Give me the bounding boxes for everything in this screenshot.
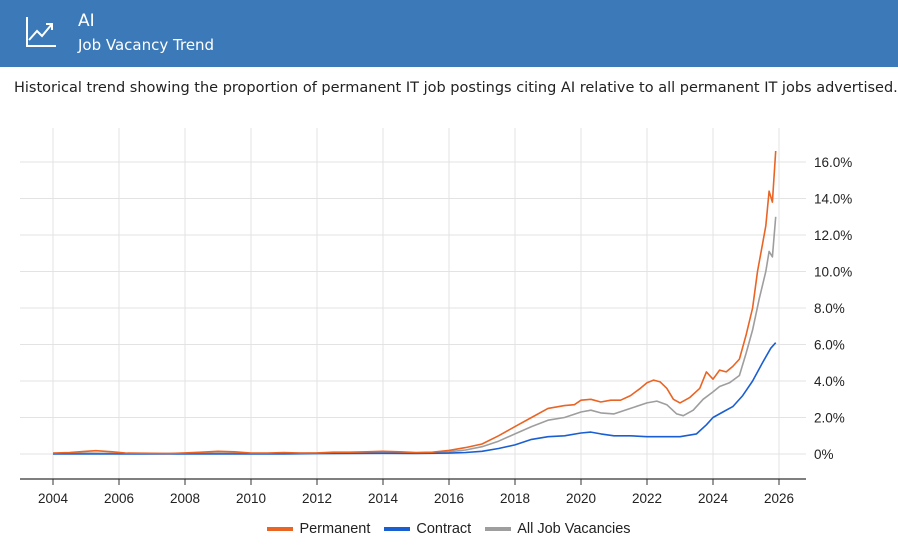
- y-tick-label: 0%: [814, 447, 834, 462]
- legend-item-contract[interactable]: Contract: [384, 521, 471, 537]
- grid-lines: [20, 128, 806, 479]
- x-tick-label: 2010: [236, 491, 266, 506]
- y-tick-label: 14.0%: [814, 192, 852, 207]
- page-title: AI: [78, 11, 95, 31]
- series-line-contract: [53, 342, 777, 455]
- header-bar: AI Job Vacancy Trend: [0, 0, 898, 67]
- x-tick-label: 2004: [38, 491, 69, 506]
- legend-item-all-job-vacancies[interactable]: All Job Vacancies: [485, 521, 631, 537]
- x-tick-label: 2020: [566, 491, 596, 506]
- legend-swatch-contract: [384, 527, 411, 531]
- legend-item-permanent[interactable]: Permanent: [267, 521, 370, 537]
- series-line-all-job-vacancies: [52, 216, 777, 455]
- x-tick-label: 2008: [170, 491, 200, 506]
- y-tick-label: 8.0%: [814, 301, 845, 316]
- y-axis-labels: 0% 2.0% 4.0% 6.0% 8.0% 10.0% 12.0% 14.0% 16.0%: [814, 155, 852, 462]
- y-tick-label: 4.0%: [814, 374, 845, 389]
- y-tick-label: 10.0%: [814, 265, 852, 280]
- y-tick-label: 12.0%: [814, 228, 852, 243]
- page-subtitle: Job Vacancy Trend: [78, 36, 215, 54]
- legend-label-permanent: Permanent: [299, 521, 371, 537]
- legend-label-all-job-vacancies: All Job Vacancies: [517, 521, 631, 537]
- x-tick-label: 2012: [302, 491, 332, 506]
- chart-description: Historical trend showing the proportion …: [14, 80, 898, 96]
- line-chart: 0% 2.0% 4.0% 6.0% 8.0% 10.0% 12.0% 14.0% 16.0% 2…: [20, 128, 852, 506]
- x-tick-label: 2022: [632, 491, 662, 506]
- legend-label-contract: Contract: [416, 521, 472, 537]
- x-tick-label: 2024: [698, 491, 729, 506]
- legend-swatch-permanent: [267, 527, 294, 531]
- x-axis: 2004 2006 2008 2010 2012 2014 2016 2018 2020 2022…: [20, 478, 806, 506]
- x-tick-label: 2006: [104, 491, 134, 506]
- series-line-permanent: [52, 150, 777, 455]
- trend-up-icon: [26, 17, 56, 47]
- y-tick-label: 16.0%: [814, 155, 852, 170]
- y-tick-label: 6.0%: [814, 338, 845, 353]
- y-tick-label: 2.0%: [814, 411, 845, 426]
- x-tick-label: 2016: [434, 491, 464, 506]
- x-tick-label: 2018: [500, 491, 530, 506]
- chart-legend: Permanent Contract All Job Vacancies: [0, 519, 898, 539]
- x-tick-label: 2026: [764, 491, 794, 506]
- legend-swatch-all-job-vacancies: [485, 527, 512, 531]
- x-tick-label: 2014: [368, 491, 399, 506]
- series-lines: [52, 150, 777, 455]
